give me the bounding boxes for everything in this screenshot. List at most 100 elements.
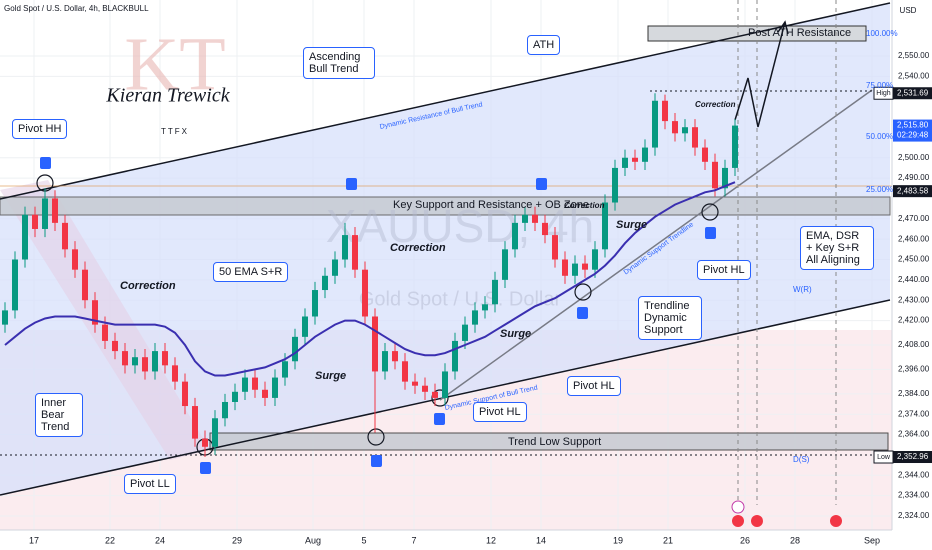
candle-body	[682, 127, 688, 134]
down-marker	[40, 157, 51, 169]
annotation: D(S)	[793, 455, 810, 464]
x-tick-label: 7	[411, 535, 416, 545]
candle-body	[242, 377, 248, 392]
annotation: Surge	[616, 219, 648, 231]
y-tick-label: 2,408.00	[898, 340, 930, 349]
annotation: EMA, DSR + Key S+R All Aligning	[800, 226, 874, 270]
annotation: 50.00%	[866, 132, 894, 141]
candle-body	[162, 351, 168, 366]
down-marker	[346, 178, 357, 190]
candle-body	[552, 235, 558, 260]
candle-body	[312, 290, 318, 317]
event-icon	[732, 515, 744, 527]
candle-body	[332, 259, 338, 276]
candle-body	[402, 361, 408, 382]
x-tick-label: 12	[486, 535, 496, 545]
x-tick-label: Sep	[864, 535, 880, 545]
candle-body	[182, 381, 188, 407]
price-label-bg	[893, 185, 932, 198]
annotation: 25.00%	[866, 185, 894, 194]
key-zone	[0, 196, 891, 216]
y-tick-label: 2,540.00	[898, 71, 930, 80]
candle-body	[302, 316, 308, 337]
candle-body	[272, 377, 278, 398]
price-name: High	[876, 90, 891, 97]
y-tick-label: 2,450.00	[898, 255, 930, 264]
annotation: 75.00%	[866, 81, 894, 90]
candle-body	[72, 249, 78, 270]
event-icons	[731, 500, 842, 527]
candle-body	[262, 389, 268, 398]
candle-body	[452, 340, 458, 372]
y-tick-label: 2,420.00	[898, 316, 930, 325]
candle-body	[732, 125, 738, 168]
event-icon	[731, 500, 745, 514]
annotation: Key Support and Resistance + OB Zone	[393, 199, 589, 211]
candle-body	[662, 100, 668, 122]
watermark: XAUUSD, 4h	[326, 200, 594, 252]
x-tick-label: 24	[155, 535, 165, 545]
candle-body	[722, 167, 728, 189]
candle-body	[352, 235, 358, 270]
price-label-bg	[893, 87, 932, 100]
pivot-circle	[431, 389, 449, 407]
candle-body	[132, 357, 138, 366]
down-marker	[536, 178, 547, 190]
signature: Kieran Trewick	[105, 85, 230, 107]
x-tick-label: 29	[232, 535, 242, 545]
candle-body	[102, 324, 108, 341]
watermark-sub: Gold Spot / U.S. Dollar	[359, 288, 562, 310]
candle-body	[282, 361, 288, 378]
price-name-bg	[873, 450, 894, 464]
annotation: Pivot HL	[567, 376, 621, 396]
candle-body	[622, 157, 628, 168]
candle-body	[492, 279, 498, 305]
x-tick-label: 5	[361, 535, 366, 545]
candle-body	[252, 377, 258, 390]
event-icon	[751, 515, 763, 527]
x-tick-label: 19	[613, 535, 623, 545]
x-tick-label: 14	[536, 535, 546, 545]
candle-body	[362, 269, 368, 317]
y-tick-label: 2,396.00	[898, 365, 930, 374]
up-marker	[577, 307, 588, 319]
candle-body	[392, 351, 398, 362]
annotation: Pivot LL	[124, 474, 176, 494]
annotation: Post ATH Resistance	[748, 27, 852, 39]
up-marker	[371, 455, 382, 467]
candle-body	[592, 249, 598, 270]
candle-body	[532, 214, 538, 223]
bull-channel	[0, 3, 890, 495]
candle-body	[432, 391, 438, 398]
y-tick-label: 2,364.00	[898, 430, 930, 439]
candle-body	[92, 300, 98, 325]
pivot-circle	[574, 283, 592, 301]
price-label: 2,515.80	[897, 121, 929, 130]
candle-body	[712, 161, 718, 189]
up-marker	[434, 413, 445, 425]
candle-body	[512, 222, 518, 250]
up-marker	[705, 227, 716, 239]
candle-body	[672, 121, 678, 134]
annotation: Trendline Dynamic Support	[638, 296, 702, 340]
candle-body	[322, 275, 328, 291]
symbol-title: Gold Spot / U.S. Dollar, 4h, BLACKBULL	[4, 4, 149, 13]
annotation: ATH	[527, 35, 561, 55]
x-tick-label: 28	[790, 535, 800, 545]
x-tick-label: 21	[663, 535, 673, 545]
candle-body	[52, 198, 58, 223]
candle-body	[122, 351, 128, 366]
candle-body	[232, 391, 238, 402]
event-icon	[830, 515, 842, 527]
up-marker	[200, 462, 211, 474]
annotation: Pivot HL	[697, 260, 751, 280]
candle-body	[2, 310, 8, 325]
price-label: 2,352.96	[897, 452, 929, 461]
candle-body	[612, 167, 618, 203]
candle-body	[562, 259, 568, 276]
candle-body	[112, 340, 118, 352]
candle-body	[442, 371, 448, 398]
candle-body	[482, 304, 488, 311]
price-name-bg	[873, 86, 894, 100]
pivot-circle	[701, 203, 719, 221]
